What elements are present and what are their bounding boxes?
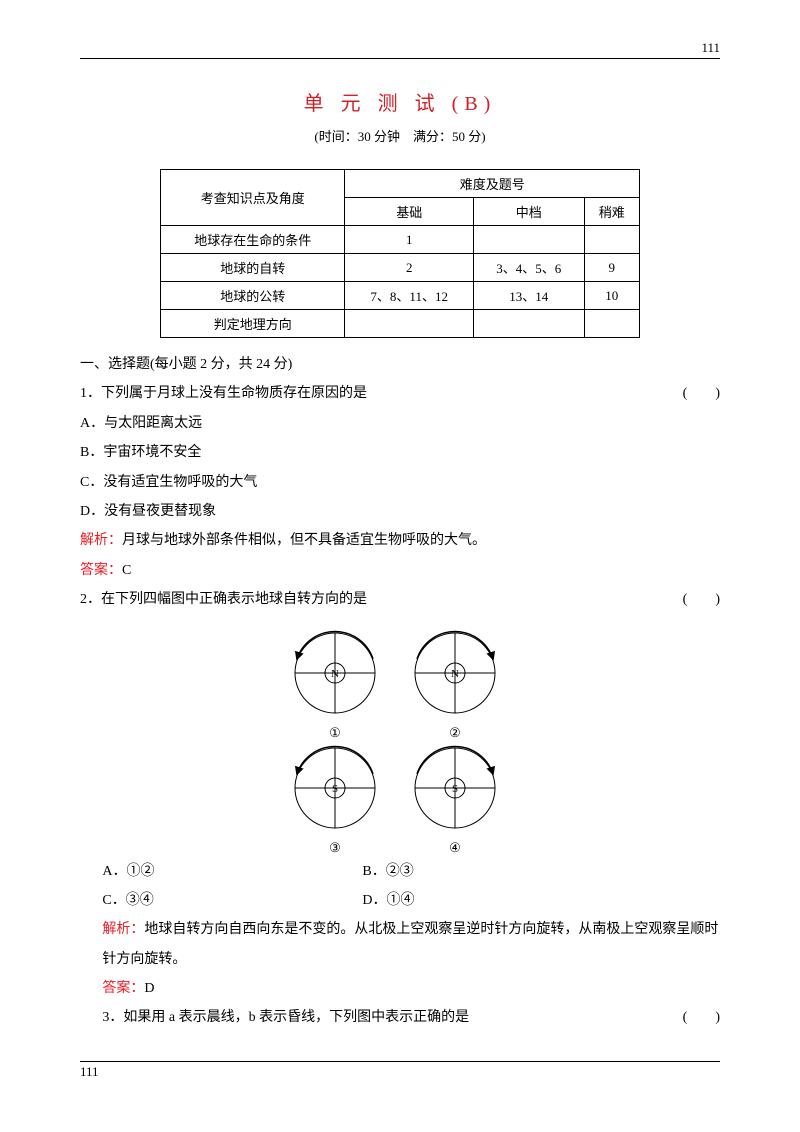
cell: 地球的自转 [161, 254, 345, 282]
table-row: 判定地理方向 [161, 310, 640, 338]
q2-opt-b: B．②③ [362, 857, 413, 886]
q1-answer: 答案：C [80, 556, 720, 585]
answer-text: C [122, 563, 131, 578]
table-row: 地球的自转 2 3、4、5、6 9 [161, 254, 640, 282]
svg-text:S: S [452, 783, 458, 795]
q1-opt-c: C．没有适宜生物呼吸的大气 [80, 468, 720, 497]
col-basic: 基础 [345, 198, 473, 226]
answer-label: 答案： [102, 981, 144, 996]
q1-opt-d: D．没有昼夜更替现象 [80, 497, 720, 526]
topic-table: 考查知识点及角度 难度及题号 基础 中档 稍难 地球存在生命的条件 1 地球的自… [160, 169, 640, 338]
col-mid: 中档 [473, 198, 584, 226]
cell [584, 226, 639, 254]
section-heading: 一、选择题(每小题 2 分，共 24 分) [80, 350, 720, 379]
q2-stem: 2．在下列四幅图中正确表示地球自转方向的是 [80, 585, 367, 614]
rotation-diagram-icon: N ① N ② S ③ [270, 623, 530, 853]
th-difficulty: 难度及题号 [345, 170, 640, 198]
page-title: 单 元 测 试 (B) [80, 87, 720, 116]
cell: 2 [345, 254, 473, 282]
q1-analysis: 解析：月球与地球外部条件相似，但不具备适宜生物呼吸的大气。 [80, 526, 720, 555]
answer-paren: ( ) [683, 379, 720, 408]
cell: 3、4、5、6 [473, 254, 584, 282]
q2-diagram: N ① N ② S ③ [80, 623, 720, 853]
svg-text:③: ③ [329, 840, 341, 853]
svg-text:①: ① [329, 725, 341, 740]
q3-stem-row: 3．如果用 a 表示晨线，b 表示昏线，下列图中表示正确的是 ( ) [80, 1003, 720, 1032]
analysis-text: 月球与地球外部条件相似，但不具备适宜生物呼吸的大气。 [122, 533, 486, 548]
cell [584, 310, 639, 338]
cell: 13、14 [473, 282, 584, 310]
cell: 9 [584, 254, 639, 282]
cell: 地球存在生命的条件 [161, 226, 345, 254]
table-row: 地球的公转 7、8、11、12 13、14 10 [161, 282, 640, 310]
analysis-text: 地球自转方向自西向东是不变的。从北极上空观察呈逆时针方向旋转，从南极上空观察呈顺… [102, 922, 718, 966]
analysis-label: 解析： [80, 533, 122, 548]
q2-analysis: 解析：地球自转方向自西向东是不变的。从北极上空观察呈逆时针方向旋转，从南极上空观… [80, 915, 720, 974]
answer-text: D [144, 981, 154, 996]
answer-paren: ( ) [683, 585, 720, 614]
q2-opts-ab: A．①② B．②③ [80, 857, 720, 886]
q1-stem-row: 1．下列属于月球上没有生命物质存在原因的是 ( ) [80, 379, 720, 408]
q2-opt-c: C．③④ [102, 886, 362, 915]
q2-opt-a: A．①② [102, 857, 362, 886]
analysis-label: 解析： [102, 922, 144, 937]
q3-stem: 3．如果用 a 表示晨线，b 表示昏线，下列图中表示正确的是 [102, 1003, 469, 1032]
cell: 1 [345, 226, 473, 254]
page-number-top: 111 [80, 40, 720, 59]
answer-label: 答案： [80, 563, 122, 578]
cell [345, 310, 473, 338]
cell: 10 [584, 282, 639, 310]
cell: 7、8、11、12 [345, 282, 473, 310]
svg-text:N: N [451, 668, 459, 680]
cell: 地球的公转 [161, 282, 345, 310]
answer-paren: ( ) [683, 1003, 720, 1032]
cell: 判定地理方向 [161, 310, 345, 338]
svg-text:N: N [331, 668, 339, 680]
q2-opt-d: D．①④ [362, 886, 414, 915]
cell [473, 310, 584, 338]
svg-text:S: S [332, 783, 338, 795]
q1-stem: 1．下列属于月球上没有生命物质存在原因的是 [80, 379, 367, 408]
table-row: 地球存在生命的条件 1 [161, 226, 640, 254]
th-topic: 考查知识点及角度 [161, 170, 345, 226]
q2-opts-cd: C．③④ D．①④ [80, 886, 720, 915]
col-hard: 稍难 [584, 198, 639, 226]
svg-text:④: ④ [449, 840, 461, 853]
page-subtitle: (时间：30 分钟 满分：50 分) [80, 126, 720, 145]
q1-opt-a: A．与太阳距离太远 [80, 409, 720, 438]
svg-text:②: ② [449, 725, 461, 740]
page-number-bottom: 111 [80, 1061, 720, 1080]
q1-opt-b: B．宇宙环境不安全 [80, 438, 720, 467]
q2-stem-row: 2．在下列四幅图中正确表示地球自转方向的是 ( ) [80, 585, 720, 614]
q2-answer: 答案：D [80, 974, 720, 1003]
cell [473, 226, 584, 254]
